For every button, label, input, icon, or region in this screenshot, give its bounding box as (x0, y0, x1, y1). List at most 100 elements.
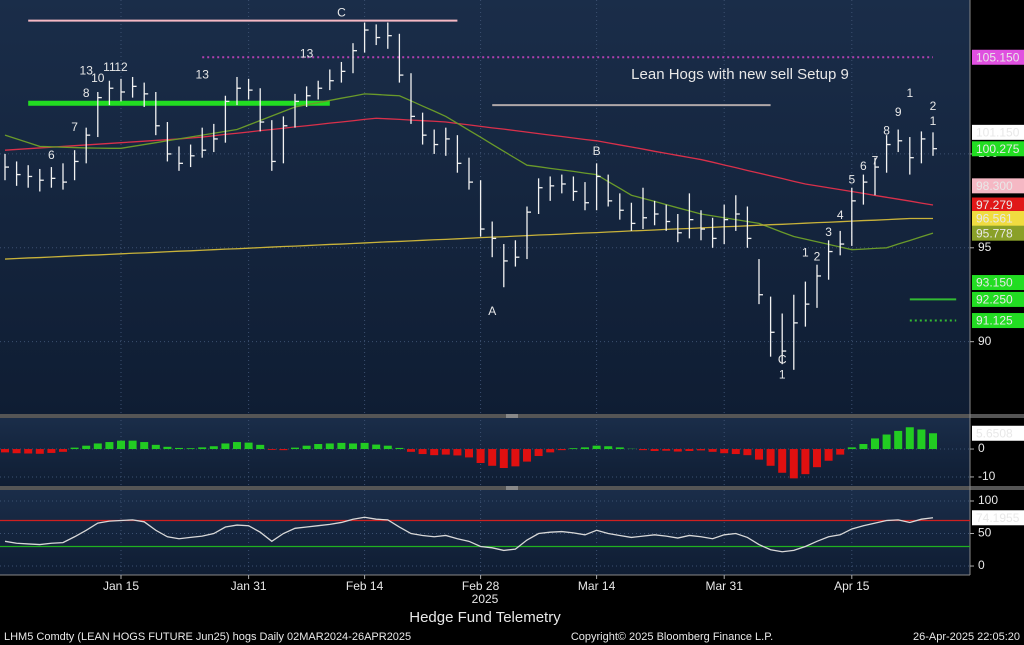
histogram-bar (140, 442, 149, 450)
x-tick-label: Jan 15 (103, 579, 139, 593)
histogram-bar (476, 449, 485, 463)
setup-count: 6 (860, 159, 867, 173)
price-label-box (972, 225, 1024, 241)
x-axis-year: 2025 (472, 592, 499, 606)
histogram-bar (314, 444, 323, 450)
chart-annotation-title: Lean Hogs with new sell Setup 9 (631, 66, 849, 83)
x-tick-label: Mar 31 (706, 579, 744, 593)
histogram-bar (349, 443, 357, 450)
histogram-bar (766, 449, 775, 466)
histogram-bar (720, 449, 729, 454)
histogram-bar (639, 449, 647, 451)
histogram-bar (662, 449, 671, 451)
setup-count: 5 (848, 172, 855, 186)
x-tick-label: Jan 31 (231, 579, 267, 593)
histogram-bar (395, 447, 404, 450)
setup-count: 8 (883, 124, 890, 138)
histogram-bar (1, 449, 9, 453)
rsi-panel (0, 490, 970, 575)
setup-count: 1 (779, 368, 786, 382)
setup-count: 1 (906, 86, 913, 100)
histogram-bar (12, 449, 21, 454)
histogram-bar (894, 430, 903, 450)
histogram-bar (337, 442, 346, 450)
histogram-bar (221, 443, 230, 450)
price-label-box (972, 291, 1024, 307)
histogram-bar (882, 434, 891, 450)
footer-right: 26-Apr-2025 22:05:20 (913, 631, 1020, 643)
histogram-bar (813, 449, 821, 468)
price-label: 96.561 (976, 212, 1013, 226)
y-tick-label: 100 (978, 493, 998, 507)
histogram-bar (175, 447, 183, 450)
histogram-bar (778, 449, 787, 473)
histogram-bar (592, 445, 601, 450)
histogram-bar (117, 440, 125, 450)
histogram-bar (511, 449, 520, 467)
histogram-bar (650, 449, 659, 451)
separator-handle (506, 414, 518, 418)
histogram-bar (685, 449, 694, 451)
histogram-bar (743, 449, 752, 456)
setup-count: A (488, 304, 496, 318)
setup-count: 11 (103, 60, 116, 74)
footer-left: LHM5 Comdty (LEAN HOGS FUTURE Jun25) hog… (4, 631, 411, 643)
histogram-bar (267, 449, 276, 450)
setup-count: 13 (80, 64, 94, 78)
histogram-bar (372, 444, 381, 450)
histogram-bar (615, 447, 624, 450)
histogram-bar (186, 448, 195, 450)
histogram-bar (523, 449, 531, 462)
setup-count: 4 (837, 208, 844, 222)
histogram-bar (430, 449, 439, 456)
histogram-bar (418, 449, 427, 455)
histogram-bar (569, 448, 578, 450)
histogram-bar (209, 446, 218, 450)
macd-panel (0, 418, 970, 486)
setup-count: 6 (48, 148, 55, 162)
y-tick-label: 90 (978, 334, 992, 348)
histogram-bar (847, 447, 856, 450)
histogram-bar (151, 444, 160, 450)
price-label-box (972, 141, 1024, 157)
price-panel (0, 0, 970, 414)
x-tick-label: Feb 28 (462, 579, 500, 593)
moving-average (4, 217, 933, 260)
price-label: 105.150 (976, 50, 1020, 64)
histogram-bar (233, 442, 241, 450)
rsi-line (4, 516, 934, 553)
histogram-bar (93, 443, 102, 450)
histogram-bar (360, 442, 369, 450)
last-value-label-box (972, 425, 1024, 441)
histogram-bar (836, 449, 845, 455)
histogram-bar (557, 449, 566, 451)
histogram-bar (755, 449, 763, 460)
histogram-bar (128, 440, 137, 450)
price-label-box (972, 197, 1024, 213)
y-tick-label: 95 (978, 240, 992, 254)
histogram-bar (673, 449, 682, 452)
histogram-bar (731, 449, 740, 455)
histogram-bar (581, 447, 589, 450)
y-tick-label: -10 (978, 469, 996, 483)
histogram-bar (604, 446, 613, 450)
histogram-bar (24, 449, 33, 454)
histogram-bar (917, 429, 926, 450)
setup-count: 10 (91, 71, 105, 85)
caption: Hedge Fund Telemetry (409, 609, 561, 626)
y-tick-label: 50 (978, 526, 992, 540)
histogram-bar (441, 449, 450, 455)
setup-count: 12 (114, 60, 128, 74)
histogram-bar (465, 449, 473, 458)
histogram-bar (198, 447, 207, 450)
setup-count: 3 (825, 225, 832, 239)
separator-handle (506, 486, 518, 490)
price-label: 92.250 (976, 293, 1013, 307)
price-label-box (972, 210, 1024, 226)
setup-count: 2 (814, 249, 821, 263)
footer-center: Copyright© 2025 Bloomberg Finance L.P. (571, 631, 773, 643)
price-label: 100.275 (976, 142, 1020, 156)
setup-count: B (593, 144, 601, 158)
